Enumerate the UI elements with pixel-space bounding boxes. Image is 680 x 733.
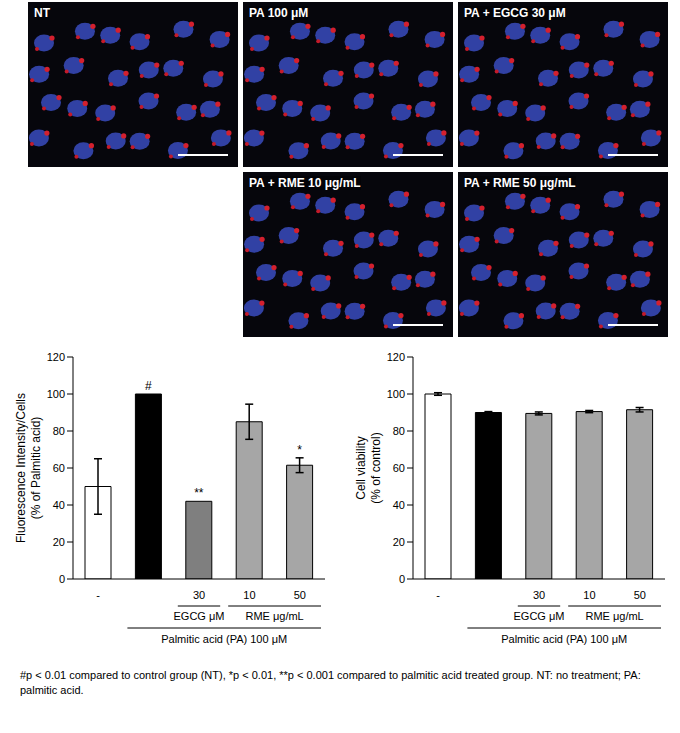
- svg-text:*: *: [297, 443, 302, 457]
- html-text:PA 100 μM: PA 100 μM: [249, 6, 309, 20]
- svg-text:60: 60: [393, 462, 405, 474]
- svg-text:Fluorescence Intensity/Cells(%: Fluorescence Intensity/Cells(% of Palmit…: [14, 393, 43, 543]
- svg-text:50: 50: [634, 589, 646, 601]
- svg-text:0: 0: [399, 573, 405, 585]
- svg-text:120: 120: [47, 351, 65, 363]
- html-text:NT: NT: [34, 6, 50, 20]
- svg-text:Palmitic acid (PA) 100 μM: Palmitic acid (PA) 100 μM: [161, 633, 287, 645]
- svg-text:**: **: [194, 486, 204, 500]
- svg-text:RME μg/mL: RME μg/mL: [585, 610, 643, 622]
- svg-text:EGCG μM: EGCG μM: [514, 610, 565, 622]
- svg-text:10: 10: [583, 589, 595, 601]
- svg-text:20: 20: [53, 536, 65, 548]
- svg-text:30: 30: [193, 589, 205, 601]
- svg-text:Cell viability(% of control): Cell viability(% of control): [354, 432, 383, 503]
- html-text:PA + EGCG 30 μM: PA + EGCG 30 μM: [464, 6, 566, 20]
- svg-text:Palmitic acid (PA) 100 μM: Palmitic acid (PA) 100 μM: [501, 633, 627, 645]
- html-text:#p < 0.01 compared to control: #p < 0.01 compared to control group (NT)…: [20, 669, 641, 696]
- svg-text:80: 80: [393, 425, 405, 437]
- svg-text:40: 40: [393, 499, 405, 511]
- svg-text:60: 60: [53, 462, 65, 474]
- svg-text:#: #: [145, 379, 152, 393]
- svg-text:20: 20: [393, 536, 405, 548]
- svg-text:80: 80: [53, 425, 65, 437]
- svg-text:0: 0: [59, 573, 65, 585]
- svg-text:-: -: [96, 589, 100, 601]
- svg-text:RME μg/mL: RME μg/mL: [245, 610, 303, 622]
- svg-text:40: 40: [53, 499, 65, 511]
- svg-text:100: 100: [387, 388, 405, 400]
- html-text:PA + RME 50 μg/mL: PA + RME 50 μg/mL: [464, 176, 576, 190]
- svg-text:10: 10: [243, 589, 255, 601]
- html-text:PA + RME 10 μg/mL: PA + RME 10 μg/mL: [249, 176, 361, 190]
- svg-text:120: 120: [387, 351, 405, 363]
- svg-text:EGCG μM: EGCG μM: [174, 610, 225, 622]
- svg-text:100: 100: [47, 388, 65, 400]
- svg-text:-: -: [436, 589, 440, 601]
- svg-text:50: 50: [294, 589, 306, 601]
- svg-text:30: 30: [533, 589, 545, 601]
